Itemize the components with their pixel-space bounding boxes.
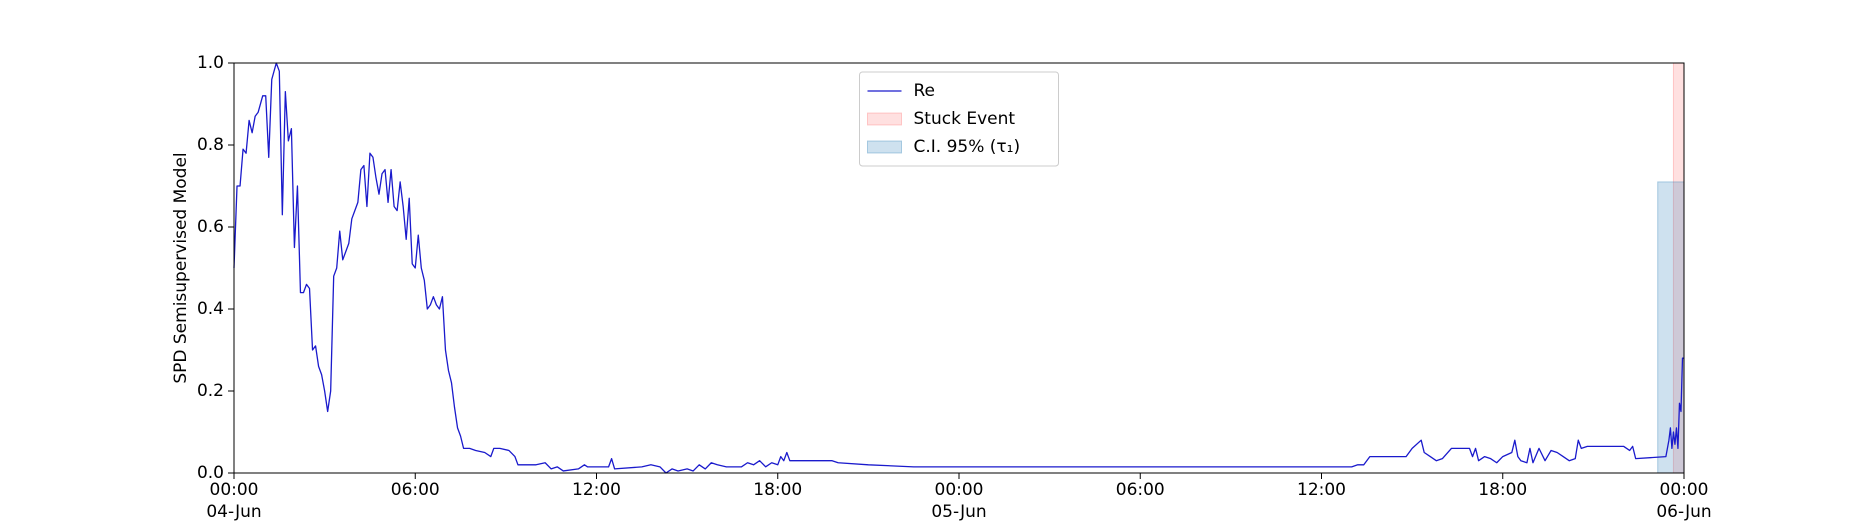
legend-label: C.I. 95% (τ₁) <box>914 137 1021 157</box>
y-tick-label: 1.0 <box>197 53 224 73</box>
x-tick-label: 00:00 05-Jun <box>931 480 986 522</box>
y-tick-label: 0.8 <box>197 135 224 155</box>
y-tick-label: 0.4 <box>197 299 224 319</box>
legend-box <box>859 71 1059 167</box>
legend-patch <box>867 140 902 154</box>
y-tick-label: 0.2 <box>197 381 224 401</box>
x-tick-label: 12:00 <box>1297 480 1346 500</box>
y-tick-label: 0.0 <box>197 463 224 483</box>
data-line <box>233 62 1684 474</box>
x-tick-label: 06:00 <box>391 480 440 500</box>
x-tick-label: 12:00 <box>572 480 621 500</box>
legend-label: Re <box>914 81 936 101</box>
x-tick-label: 18:00 <box>753 480 802 500</box>
y-tick-label: 0.6 <box>197 217 224 237</box>
legend-patch <box>867 112 902 126</box>
x-tick-label: 18:00 <box>1478 480 1527 500</box>
legend: Re Stuck Event C.I. 95% (τ₁) <box>859 71 1059 167</box>
x-tick-label: 00:00 06-Jun <box>1656 480 1711 522</box>
y-axis-label: SPD Semisupervised Model <box>171 152 191 383</box>
x-tick-label: 06:00 <box>1116 480 1165 500</box>
legend-label: Stuck Event <box>914 109 1016 129</box>
